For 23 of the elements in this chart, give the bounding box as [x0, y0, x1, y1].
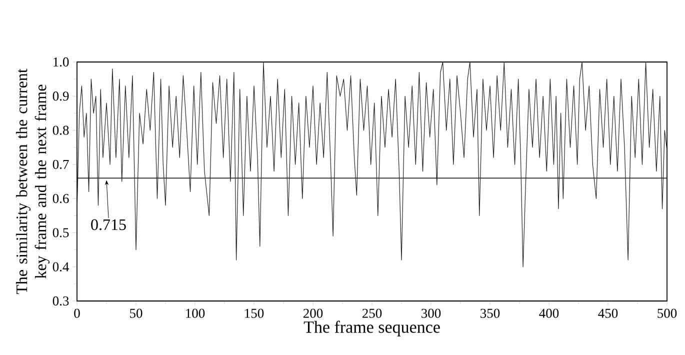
y-tick-label: 0.4	[52, 262, 70, 272]
x-tick-label: 200	[303, 308, 323, 318]
x-tick-label: 400	[539, 308, 559, 318]
y-tick-label: 0.3	[52, 296, 69, 306]
x-tick-label: 100	[186, 308, 205, 318]
y-tick-label: 0.5	[52, 228, 69, 238]
y-tick-label: 0.7	[52, 160, 69, 170]
y-axis-title: The similarity between the current key frame and the next frame	[16, 68, 50, 294]
x-tick-label: 50	[130, 308, 142, 318]
x-tick-label: 450	[598, 308, 618, 318]
x-tick-label: 300	[422, 308, 441, 318]
y-tick-label: 0.8	[52, 126, 69, 135]
x-tick-label: 350	[480, 308, 500, 318]
y-tick-label: 0.6	[52, 194, 69, 204]
x-tick-label: 150	[245, 308, 264, 318]
line-series	[76, 62, 668, 268]
x-tick-label: 250	[362, 308, 382, 318]
x-tick-label: 500	[658, 308, 677, 318]
y-tick-label: 1.0	[54, 57, 69, 67]
y-tick-label: 0.9	[52, 92, 69, 101]
x-tick-label: 0	[74, 308, 80, 318]
annotation: 0.715	[91, 219, 126, 230]
x-axis-title: The frame sequence	[304, 320, 440, 336]
